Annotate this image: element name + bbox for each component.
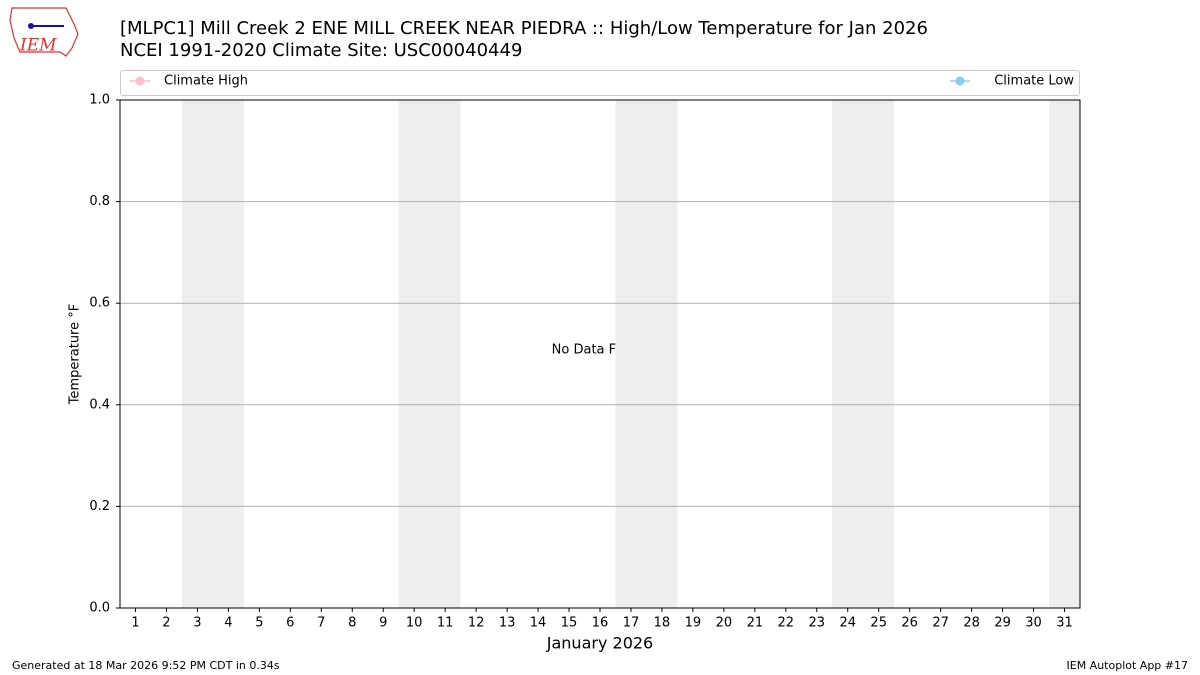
weekend-shade [1049,100,1080,608]
footer-left: Generated at 18 Mar 2026 9:52 PM CDT in … [12,659,280,672]
weekend-shade [615,100,678,608]
x-tick-label: 7 [317,616,325,631]
legend-label: Climate High [164,74,248,89]
x-axis-label: January 2026 [546,634,653,653]
plot-frame [119,99,1081,609]
x-tick-label: 18 [654,616,671,631]
chart-subtitle: NCEI 1991-2020 Climate Site: USC00040449 [120,40,522,61]
legend-marker [955,76,965,86]
legend-label: Climate Low [994,74,1074,89]
x-tick-label: 19 [685,616,702,631]
y-tick-label: 0.6 [89,296,110,311]
weekend-shade [832,100,895,608]
y-tick-label: 1.0 [89,93,110,108]
logo: IEM [9,7,79,57]
x-tick-label: 28 [963,616,980,631]
chart-title: [MLPC1] Mill Creek 2 ENE MILL CREEK NEAR… [120,18,928,39]
x-tick-label: 4 [224,616,232,631]
x-tick-label: 21 [747,616,764,631]
x-tick-label: 10 [406,616,423,631]
y-tick-label: 0.2 [89,499,110,514]
x-tick-label: 23 [809,616,826,631]
y-axis-label: Temperature °F [68,304,83,405]
y-tick-label: 0.4 [89,397,110,412]
x-tick-label: 16 [592,616,609,631]
x-tick-label: 27 [932,616,949,631]
x-tick-label: 12 [468,616,485,631]
logo-dot [28,23,34,29]
logo-outline [9,7,79,57]
weekend-shade [398,100,461,608]
x-tick-label: 17 [623,616,640,631]
x-tick-label: 26 [901,616,918,631]
x-tick-label: 1 [131,616,139,631]
x-tick-label: 14 [530,616,547,631]
x-tick-label: 24 [839,616,856,631]
x-tick-label: 5 [255,616,263,631]
x-tick-label: 11 [437,616,454,631]
x-tick-label: 25 [870,616,887,631]
legend-marker [135,76,145,86]
x-tick-label: 8 [348,616,356,631]
x-tick-label: 13 [499,616,516,631]
x-tick-label: 15 [561,616,578,631]
x-tick-label: 31 [1056,616,1073,631]
weekend-shade [181,100,244,608]
logo-text: IEM [19,36,57,56]
legend [120,70,1080,96]
footer-right: IEM Autoplot App #17 [1067,659,1189,672]
x-tick-label: 20 [716,616,733,631]
x-tick-label: 30 [1025,616,1042,631]
x-tick-label: 9 [379,616,387,631]
x-tick-label: 2 [162,616,170,631]
x-tick-label: 3 [193,616,201,631]
y-tick-label: 0.8 [89,194,110,209]
x-tick-label: 29 [994,616,1011,631]
x-tick-label: 6 [286,616,294,631]
y-tick-label: 0.0 [89,601,110,616]
x-tick-label: 22 [778,616,795,631]
